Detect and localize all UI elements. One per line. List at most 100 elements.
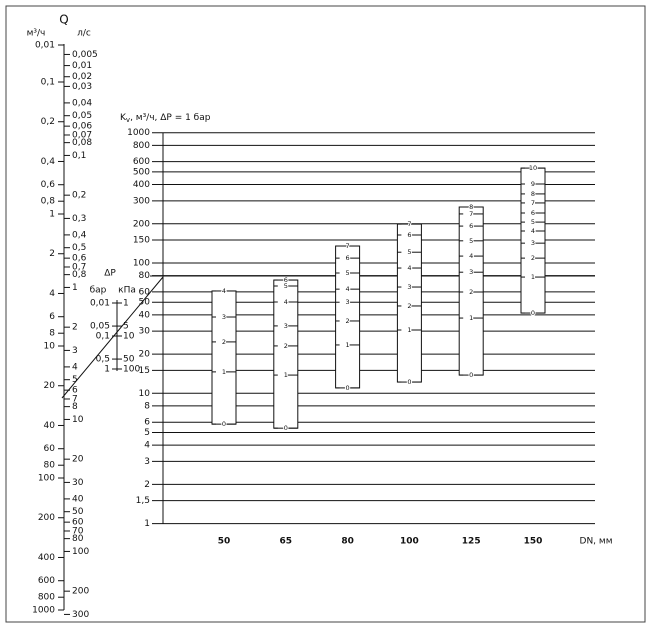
- y-tick-label: 15: [139, 366, 150, 376]
- q-unit-m3h: м³/ч: [27, 29, 46, 39]
- q-m3h-label: 1: [49, 210, 55, 220]
- q-ls-label: 0,08: [72, 138, 92, 148]
- position-label: 0: [407, 378, 411, 386]
- position-label: 3: [284, 322, 288, 330]
- dp-bar-label: 1: [104, 365, 110, 375]
- q-m3h-label: 0,6: [41, 180, 56, 190]
- y-tick-label: 1000: [127, 128, 150, 138]
- position-label: 2: [531, 254, 535, 262]
- dp-kpa-label: 10: [123, 332, 135, 342]
- y-tick-label: 80: [139, 271, 151, 281]
- q-m3h-label: 0,01: [35, 41, 55, 51]
- frame: [5, 5, 646, 623]
- y-tick-label: 100: [133, 259, 150, 269]
- position-label: 3: [407, 283, 411, 291]
- q-ls-label: 0,01: [72, 61, 92, 71]
- position-label: 8: [531, 190, 535, 198]
- y-tick-label: 6: [144, 418, 150, 428]
- dp-bar-label: 0,5: [96, 355, 110, 365]
- y-tick-label: 10: [139, 389, 151, 399]
- q-ls-label: 0,02: [72, 72, 92, 82]
- position-label: 0: [469, 371, 473, 379]
- q-ls-label: 0,1: [72, 151, 86, 161]
- y-tick-label: 20: [139, 350, 151, 360]
- position-label: 0: [346, 384, 350, 392]
- position-label: 6: [531, 209, 535, 217]
- q-ls-label: 0,5: [72, 243, 86, 253]
- q-m3h-label: 0,8: [41, 197, 56, 207]
- q-m3h-label: 0,2: [41, 117, 55, 127]
- q-m3h-label: 40: [44, 421, 56, 431]
- dp-kpa-label: 1: [123, 299, 129, 309]
- y-tick-label: 5: [144, 428, 150, 438]
- q-ls-label: 8: [72, 402, 78, 412]
- y-tick-label: 60: [139, 287, 151, 297]
- q-m3h-label: 200: [38, 513, 55, 523]
- q-ls-label: 80: [72, 534, 84, 544]
- q-m3h-label: 600: [38, 576, 55, 586]
- q-title: Q: [59, 13, 68, 27]
- q-m3h-label: 60: [44, 444, 56, 454]
- q-m3h-label: 100: [38, 474, 55, 484]
- q-ls-label: 1: [72, 283, 78, 293]
- q-m3h-label: 4: [49, 289, 55, 299]
- kv-k: K: [120, 113, 127, 123]
- dp-bar-label: 0,01: [90, 299, 110, 309]
- x-tick-label: 65: [280, 537, 293, 547]
- q-m3h-label: 1000: [32, 606, 55, 616]
- position-label: 4: [346, 285, 350, 293]
- range-box: [396, 223, 422, 383]
- position-label: 6: [284, 276, 288, 284]
- range-box: [458, 206, 484, 376]
- q-ls-label: 6: [72, 386, 78, 396]
- q-ls-label: 0,05: [72, 111, 92, 121]
- y-tick-label: 1,5: [136, 496, 150, 506]
- position-label: 5: [469, 237, 473, 245]
- q-ls-label: 0,06: [72, 122, 92, 132]
- q-ls-label: 0,4: [72, 230, 87, 240]
- dp-unit-bar: бар: [90, 286, 107, 296]
- y-tick-label: 150: [133, 236, 150, 246]
- y-tick-label: 200: [133, 219, 150, 229]
- position-label: 2: [346, 317, 350, 325]
- position-label: 1: [346, 341, 350, 349]
- position-label: 7: [469, 210, 473, 218]
- position-label: 5: [284, 282, 288, 290]
- q-ls-label: 40: [72, 494, 84, 504]
- position-label: 2: [222, 338, 226, 346]
- y-tick-label: 2: [144, 480, 150, 490]
- x-label: DN, мм: [580, 537, 613, 547]
- q-ls-label: 50: [72, 507, 84, 517]
- q-m3h-label: 2: [49, 249, 55, 259]
- dp-title: ΔP: [104, 269, 116, 279]
- position-label: 1: [284, 371, 288, 379]
- range-box: [520, 167, 546, 314]
- position-label: 8: [469, 203, 473, 211]
- position-label: 2: [407, 302, 411, 310]
- q-ls-label: 5: [72, 375, 78, 385]
- y-tick-label: 800: [133, 141, 150, 151]
- x-tick-label: 100: [400, 537, 419, 547]
- q-unit-ls: л/с: [77, 29, 91, 39]
- x-tick-label: 80: [341, 537, 354, 547]
- position-label: 10: [529, 164, 537, 172]
- q-ls-label: 0,005: [72, 50, 98, 60]
- x-tick-label: 150: [524, 537, 543, 547]
- position-label: 7: [531, 199, 535, 207]
- q-m3h-label: 80: [44, 461, 56, 471]
- q-m3h-label: 20: [44, 381, 56, 391]
- q-m3h-label: 6: [49, 312, 55, 322]
- q-ls-label: 0,03: [72, 82, 92, 92]
- q-m3h-label: 0,1: [41, 78, 55, 88]
- q-ls-label: 0,8: [72, 270, 87, 280]
- position-label: 4: [407, 264, 411, 272]
- position-label: 3: [469, 268, 473, 276]
- position-label: 0: [284, 424, 288, 432]
- y-tick-label: 300: [133, 196, 150, 206]
- q-ls-label: 0,3: [72, 214, 86, 224]
- position-label: 6: [346, 254, 350, 262]
- key-line: [61, 276, 164, 399]
- q-ls-label: 70: [72, 526, 84, 536]
- q-m3h-label: 800: [38, 593, 55, 603]
